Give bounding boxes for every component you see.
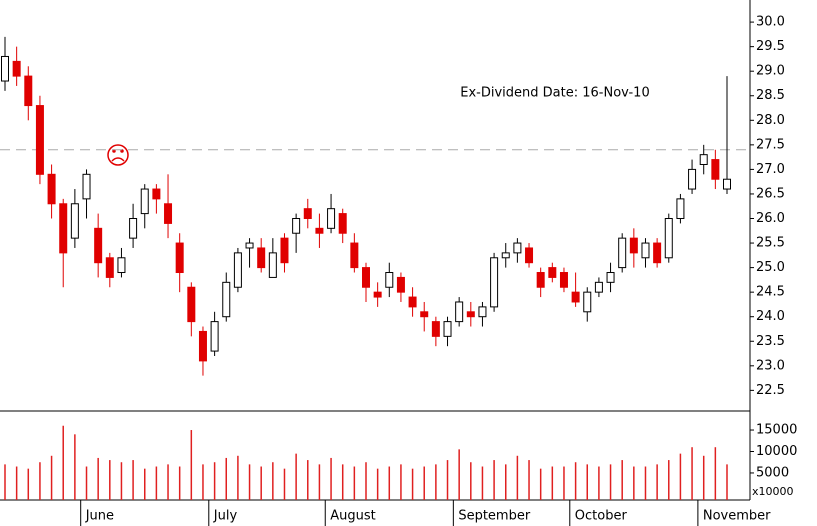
x-tick-label: August <box>330 509 376 524</box>
candle-body <box>117 257 126 274</box>
candle-body <box>548 267 557 278</box>
candle-body <box>327 208 336 229</box>
candle-body <box>373 291 382 298</box>
candle-body <box>233 252 242 288</box>
candle-body <box>59 203 68 254</box>
candle-body <box>129 218 138 239</box>
volume-unit-label: x10000 <box>752 485 794 498</box>
candle-body <box>12 60 21 77</box>
candle-body <box>175 242 184 274</box>
candle-body <box>688 168 697 190</box>
candle-body <box>490 257 499 308</box>
volume-tick-label: 15000 <box>756 423 797 438</box>
candle-body <box>408 296 417 308</box>
candle-body <box>653 242 662 264</box>
candle-body <box>723 178 731 190</box>
y-tick-label: 25.5 <box>756 236 785 251</box>
candle-body <box>618 237 627 269</box>
candle-body <box>164 203 173 224</box>
y-tick-label: 22.5 <box>756 383 785 398</box>
candle-body <box>571 291 580 303</box>
candle-body <box>396 276 405 293</box>
y-tick-label: 26.5 <box>756 186 785 201</box>
candle-body <box>559 272 568 288</box>
y-tick-label: 23.5 <box>756 334 785 349</box>
y-tick-label: 30.0 <box>756 15 785 30</box>
x-tick-label: October <box>575 509 628 524</box>
candle-body <box>420 311 429 318</box>
candle-body <box>222 281 231 318</box>
y-tick-label: 27.0 <box>756 162 785 177</box>
candle-body <box>140 188 149 215</box>
y-tick-label: 27.5 <box>756 137 785 152</box>
x-tick-label: July <box>213 509 238 524</box>
candle-body <box>292 218 301 234</box>
candle-body <box>676 198 685 220</box>
candle-body <box>431 321 440 337</box>
candle-body <box>525 247 534 264</box>
y-tick-label: 23.0 <box>756 358 785 373</box>
x-tick-label: June <box>85 509 114 524</box>
volume-tick-label: 10000 <box>756 444 797 459</box>
candle-body <box>268 252 277 278</box>
candle-body <box>187 286 196 323</box>
candle-body <box>362 267 370 288</box>
candle-body <box>350 242 359 269</box>
candle-body <box>47 173 56 205</box>
y-tick-label: 29.5 <box>756 39 785 54</box>
candle-body <box>513 242 522 254</box>
candle-body <box>629 237 638 254</box>
y-tick-label: 28.0 <box>756 113 785 128</box>
candle-body <box>606 272 615 283</box>
candle-body <box>385 272 394 288</box>
candle-body <box>664 218 673 259</box>
candle-body <box>455 301 464 323</box>
candle-body <box>198 330 207 362</box>
candle-body <box>699 154 708 165</box>
candle-body <box>210 321 219 352</box>
candle-body <box>152 188 161 200</box>
y-tick-label: 25.0 <box>756 260 785 275</box>
candle-body <box>583 291 592 313</box>
candle-body <box>536 272 545 288</box>
candle-body <box>711 159 720 180</box>
candle-body <box>24 75 33 107</box>
candle-body <box>501 252 510 259</box>
x-tick-label: September <box>458 509 531 524</box>
candle-body <box>443 321 452 337</box>
candle-body <box>35 105 44 175</box>
annotation: Ex-Dividend Date: 16-Nov-10 <box>460 86 649 101</box>
candle-body <box>82 173 91 200</box>
candle-body <box>641 242 650 259</box>
candle-body <box>70 203 79 239</box>
candle-body <box>338 213 347 234</box>
candle-body <box>105 257 114 278</box>
candle-body <box>478 306 487 318</box>
candle-body <box>257 247 266 269</box>
volume-tick-label: 5000 <box>756 465 789 480</box>
candle-body <box>280 237 289 264</box>
y-tick-label: 24.5 <box>756 285 785 300</box>
y-tick-label: 29.0 <box>756 64 785 79</box>
candle-body <box>303 208 312 220</box>
x-tick-label: November <box>703 509 771 524</box>
candle-body <box>1 55 9 82</box>
candle-body <box>315 227 324 234</box>
candle-body <box>594 281 603 293</box>
candle-body <box>94 227 103 264</box>
y-tick-label: 26.0 <box>756 211 785 226</box>
candle-body <box>245 242 254 249</box>
y-tick-label: 28.5 <box>756 88 785 103</box>
y-tick-label: 24.0 <box>756 309 785 324</box>
candle-body <box>466 311 475 318</box>
